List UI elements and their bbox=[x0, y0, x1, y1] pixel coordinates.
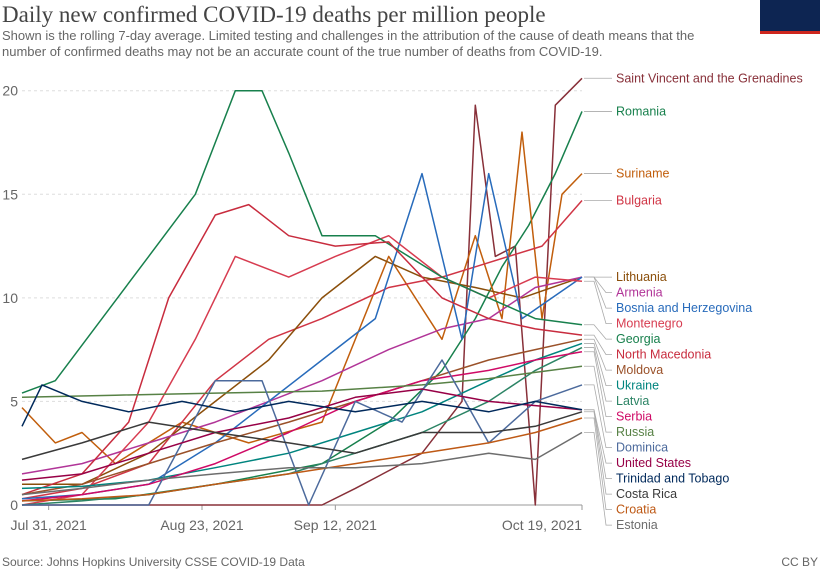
series-label: Croatia bbox=[616, 503, 656, 517]
series-line bbox=[21, 234, 583, 506]
series-label: Ukraine bbox=[616, 379, 659, 393]
y-tick-label: 5 bbox=[10, 393, 18, 409]
label-connector bbox=[584, 280, 612, 325]
grid-lines bbox=[22, 90, 582, 506]
series-line bbox=[21, 431, 583, 496]
label-connector bbox=[584, 409, 612, 480]
series-label: Montenegro bbox=[616, 317, 683, 331]
series-line bbox=[21, 384, 583, 427]
series-label: North Macedonia bbox=[616, 348, 711, 362]
owid-logo[interactable] bbox=[760, 0, 820, 34]
series-line bbox=[21, 338, 583, 496]
label-connector bbox=[584, 351, 612, 418]
series-lines bbox=[21, 77, 583, 506]
y-tick-label: 15 bbox=[2, 186, 18, 202]
series-line bbox=[21, 417, 583, 502]
series-label: Bulgaria bbox=[616, 194, 662, 208]
source-note: Source: Johns Hopkins University CSSE CO… bbox=[2, 555, 305, 569]
label-connector bbox=[584, 432, 612, 526]
series-line bbox=[21, 89, 583, 394]
y-axis-ticks: 0 5 10 15 20 bbox=[2, 83, 18, 513]
label-connector bbox=[584, 334, 612, 356]
series-label: Romania bbox=[616, 104, 666, 118]
series-line bbox=[21, 131, 583, 465]
label-connector bbox=[584, 343, 612, 387]
series-label: Estonia bbox=[616, 518, 658, 532]
line-chart[interactable]: 0 5 10 15 20 Jul 31, 2021 Aug 23, 2021 Sep 12,… bbox=[0, 0, 820, 550]
x-tick-label: Jul 31, 2021 bbox=[11, 517, 87, 533]
y-tick-label: 20 bbox=[2, 83, 18, 99]
series-label: Saint Vincent and the Grenadines bbox=[616, 71, 803, 85]
label-connector bbox=[584, 384, 612, 449]
series-label: Dominica bbox=[616, 441, 668, 455]
series-line bbox=[21, 411, 583, 461]
x-axis-ticks: Jul 31, 2021 Aug 23, 2021 Sep 12, 2021 Oct … bbox=[11, 505, 583, 533]
license-link[interactable]: CC BY bbox=[781, 555, 818, 569]
label-connector bbox=[584, 324, 612, 340]
chart-title: Daily new confirmed COVID-19 deaths per … bbox=[2, 2, 546, 27]
series-label: Moldova bbox=[616, 363, 663, 377]
series-label: Bosnia and Herzegovina bbox=[616, 301, 752, 315]
series-line bbox=[21, 350, 583, 502]
label-connector bbox=[584, 417, 612, 511]
series-line bbox=[21, 346, 583, 506]
series-line bbox=[22, 359, 583, 506]
series-label: Latvia bbox=[616, 394, 649, 408]
owid-logo-stripe bbox=[760, 31, 820, 34]
series-line bbox=[21, 203, 583, 496]
series-label: Armenia bbox=[616, 286, 663, 300]
label-connector bbox=[584, 411, 612, 495]
label-connector bbox=[584, 365, 612, 433]
series-label: United States bbox=[616, 456, 691, 470]
series-label: Georgia bbox=[616, 332, 661, 346]
series-line bbox=[21, 365, 583, 399]
series-line bbox=[21, 388, 583, 481]
label-connector bbox=[584, 347, 612, 402]
series-line bbox=[22, 77, 583, 506]
series-line bbox=[21, 276, 583, 475]
y-tick-label: 0 bbox=[10, 497, 18, 513]
series-label: Russia bbox=[616, 425, 654, 439]
label-connector bbox=[584, 276, 612, 294]
x-tick-label: Aug 23, 2021 bbox=[160, 517, 244, 533]
x-tick-label: Sep 12, 2021 bbox=[294, 517, 378, 533]
series-line bbox=[21, 172, 583, 500]
series-line bbox=[21, 342, 583, 490]
series-labels: Saint Vincent and the Grenadines Romania S… bbox=[584, 71, 803, 532]
series-label: Lithuania bbox=[616, 270, 667, 284]
label-connector bbox=[584, 276, 612, 309]
chart-subtitle: Shown is the rolling 7-day average. Limi… bbox=[2, 28, 695, 59]
y-tick-label: 10 bbox=[2, 290, 18, 306]
series-label: Trinidad and Tobago bbox=[616, 472, 729, 486]
series-line bbox=[22, 255, 583, 486]
series-label: Costa Rica bbox=[616, 487, 677, 501]
label-connector bbox=[584, 338, 612, 371]
series-label: Suriname bbox=[616, 167, 670, 181]
series-label: Serbia bbox=[616, 410, 652, 424]
x-tick-label: Oct 19, 2021 bbox=[502, 517, 582, 533]
